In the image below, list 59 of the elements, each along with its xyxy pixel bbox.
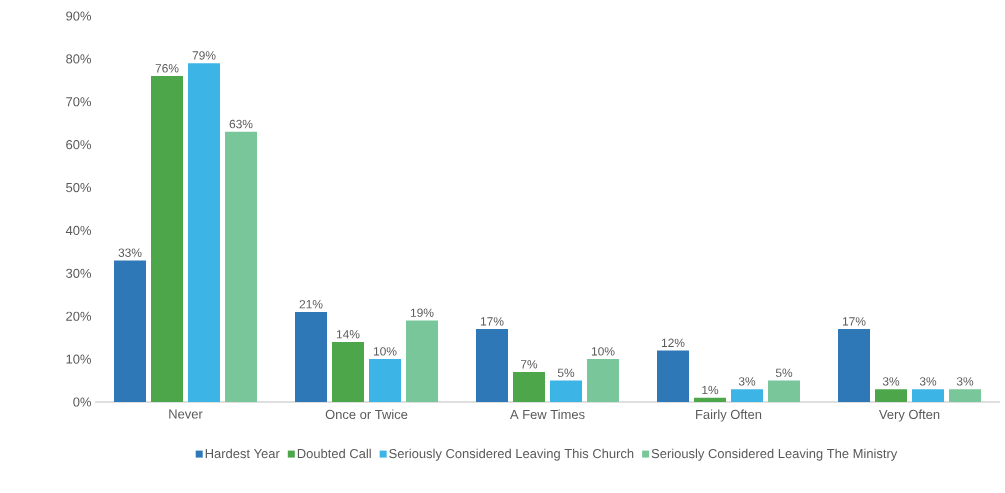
data-label: 17% (480, 317, 504, 326)
bar (369, 359, 401, 402)
x-tick-label: Very Often (878, 409, 940, 422)
y-tick-label: 30% (66, 268, 92, 278)
data-label: 3% (919, 377, 937, 386)
x-tick-label: Once or Twice (325, 409, 408, 420)
bar (838, 329, 870, 402)
x-tick-label: A Few Times (510, 409, 585, 420)
bar (694, 397, 726, 402)
bar (731, 389, 763, 402)
y-tick-label: 70% (66, 97, 92, 107)
data-label: 1% (702, 385, 719, 395)
y-tick-label: 40% (65, 225, 92, 236)
y-tick-label: 80% (66, 54, 92, 64)
x-tick-label: Never (169, 409, 203, 419)
data-label: 21% (299, 300, 323, 309)
data-label: 19% (410, 308, 434, 317)
data-label: 3% (738, 377, 756, 386)
bar (587, 359, 619, 402)
data-label: 76% (155, 64, 179, 73)
bar (657, 350, 689, 402)
data-label: 3% (882, 377, 900, 386)
legend-label: Doubted Call (297, 448, 371, 459)
y-tick-label: 50% (66, 182, 92, 193)
bar (912, 389, 944, 402)
data-label: 12% (661, 338, 685, 347)
data-label: 63% (229, 119, 253, 129)
legend-label: Seriously Considered Leaving This Church (389, 448, 634, 461)
bar (875, 389, 907, 402)
bar (151, 76, 183, 402)
data-label: 14% (336, 330, 360, 339)
bar (550, 380, 582, 402)
y-tick-label: 20% (66, 311, 92, 321)
bar (768, 380, 800, 402)
bar (949, 389, 981, 402)
y-tick-label: 0% (73, 397, 92, 407)
data-label: 3% (956, 377, 974, 386)
data-label: 5% (775, 368, 793, 378)
legend-label: Seriously Considered Leaving The Ministry (651, 448, 898, 461)
data-label: 79% (192, 51, 216, 60)
data-label: 5% (557, 368, 575, 378)
data-label: 10% (373, 347, 397, 356)
bar (188, 63, 220, 402)
bar (332, 341, 364, 402)
y-tick-label: 90% (66, 11, 92, 21)
bar (406, 320, 438, 402)
data-label: 10% (591, 347, 615, 356)
bar (295, 311, 327, 402)
data-label: 17% (842, 317, 866, 326)
bar (476, 329, 508, 402)
bar (225, 131, 257, 402)
legend-label: Hardest Year (205, 448, 280, 459)
x-tick-label: Fairly Often (696, 409, 762, 422)
y-tick-label: 60% (66, 140, 92, 150)
bar (114, 260, 146, 402)
data-label: 33% (118, 248, 142, 257)
y-tick-label: 10% (66, 354, 92, 364)
data-label: 7% (520, 360, 538, 369)
bar (513, 371, 545, 402)
